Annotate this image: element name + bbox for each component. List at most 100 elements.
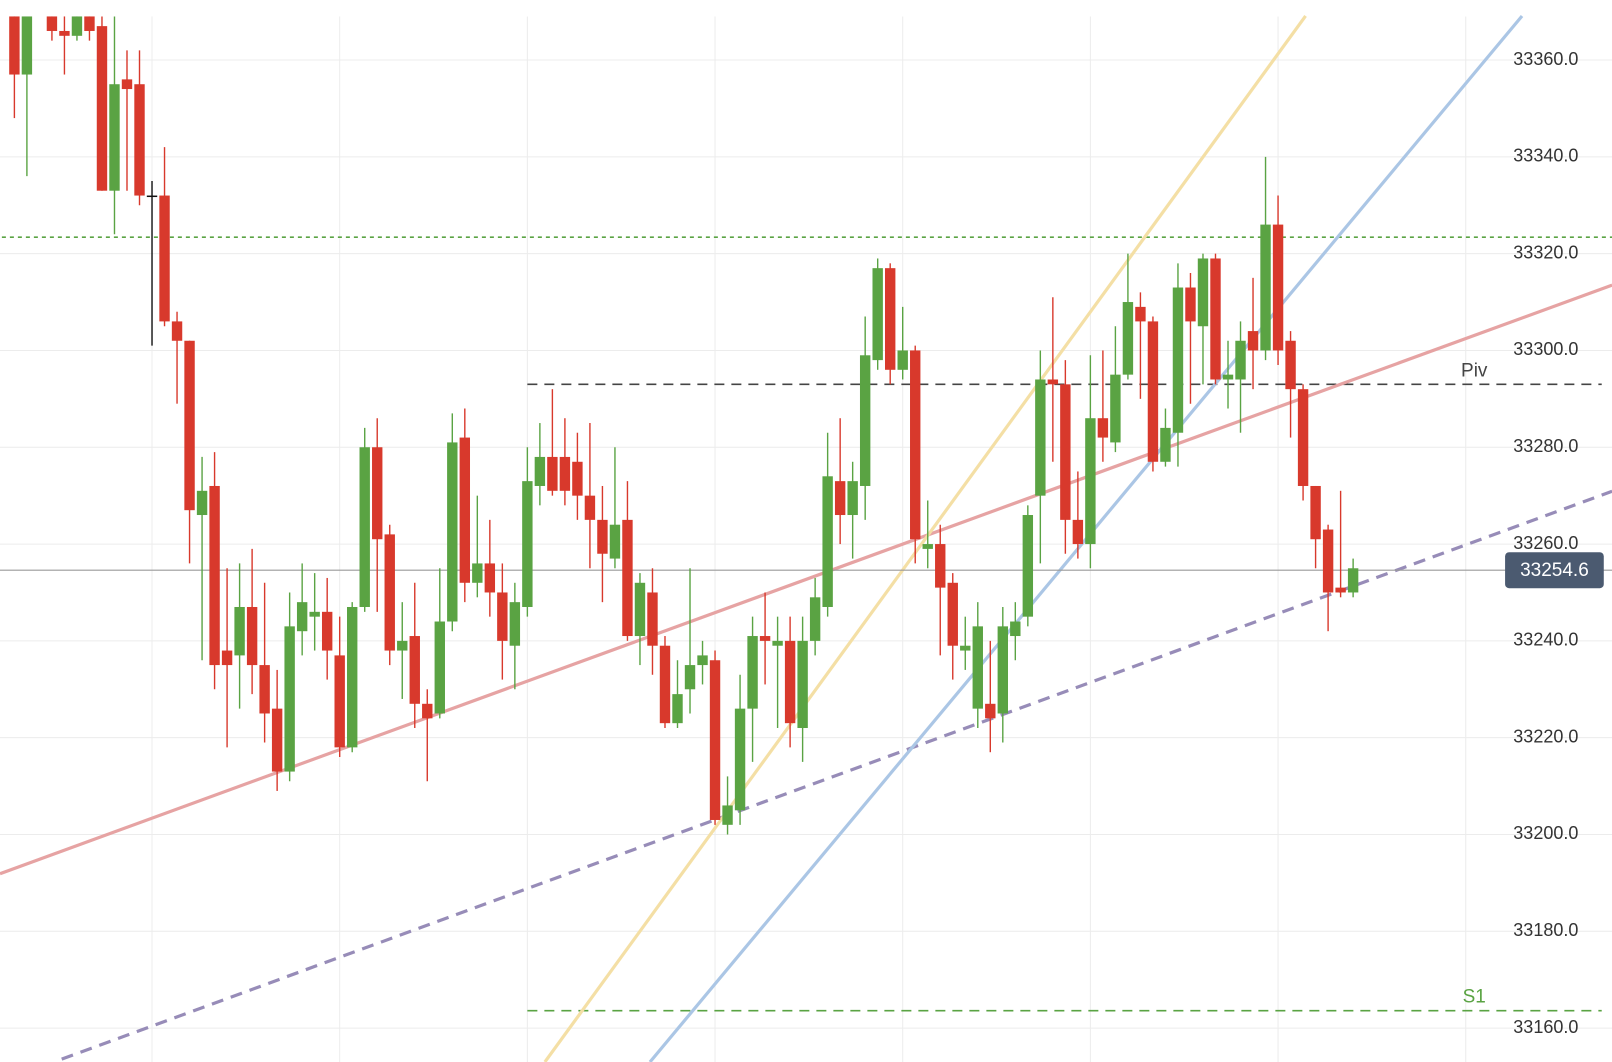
y-tick-label: 33180.0 [1513, 920, 1578, 940]
candle-body [84, 16, 95, 31]
candle-body [509, 602, 521, 646]
candle-body [609, 524, 621, 559]
candle-body [1110, 374, 1121, 443]
candle-body [634, 582, 646, 637]
candle-body [46, 16, 58, 31]
candle-body [296, 602, 308, 632]
candle-body [822, 476, 833, 607]
candle-body [1260, 224, 1271, 351]
y-tick-label: 33200.0 [1513, 823, 1578, 843]
candle-body [960, 645, 971, 651]
candle-body [246, 606, 258, 666]
candle-body [171, 321, 183, 341]
last-price-label: 33254.6 [1520, 560, 1589, 581]
candle-body [1222, 374, 1234, 380]
y-tick-label: 33260.0 [1513, 533, 1578, 553]
candle-body [497, 592, 508, 641]
candle-body [146, 195, 158, 198]
candle-body [647, 592, 658, 646]
candle-body [1197, 258, 1209, 327]
candle-body [522, 481, 533, 607]
candle-body [9, 16, 20, 75]
candle-body [972, 626, 983, 709]
candle-body [372, 447, 383, 540]
y-tick-label: 33300.0 [1513, 339, 1578, 359]
candle-body [997, 626, 1009, 714]
candle-body [1160, 427, 1171, 462]
candle-body [384, 534, 395, 651]
candle-body [809, 597, 821, 641]
candle-body [1060, 384, 1071, 520]
candle-body [334, 655, 345, 748]
candle-body [472, 563, 483, 583]
candle-body [1247, 331, 1259, 351]
candle-body [922, 544, 933, 549]
candle-body [884, 268, 896, 370]
y-tick-label: 33220.0 [1513, 726, 1578, 746]
trend-line [0, 283, 1612, 876]
level-label: S1 [1463, 987, 1486, 1008]
candle-body [947, 582, 958, 646]
candle-body [422, 703, 433, 719]
candle-body [559, 456, 571, 491]
candle-body [447, 442, 458, 622]
candle-body [772, 640, 783, 646]
candle-body [1335, 587, 1346, 593]
candle-body [409, 636, 420, 704]
candle-body [872, 268, 883, 361]
candle-body [321, 611, 333, 651]
candle-body [221, 650, 233, 666]
candle-body [572, 461, 583, 496]
candle-body [59, 30, 70, 36]
candle-body [672, 694, 683, 724]
candle-body [910, 350, 921, 540]
candle-body [935, 544, 946, 588]
candle-body [597, 519, 608, 554]
candle-body [622, 519, 633, 637]
candle-body [684, 665, 696, 690]
candle-body [1135, 306, 1146, 322]
candle-body [1272, 224, 1284, 351]
candle-body [1210, 258, 1221, 380]
candle-body [722, 805, 733, 825]
candle-body [484, 563, 496, 593]
y-tick-label: 33160.0 [1513, 1017, 1578, 1037]
candle-body [347, 606, 358, 748]
candle-body [1235, 340, 1246, 380]
candle-body [1322, 529, 1334, 593]
candle-body [284, 626, 295, 772]
candle-body [397, 640, 408, 651]
candle-body [1172, 287, 1184, 433]
candle-body [1097, 418, 1109, 438]
candle-body [184, 340, 195, 511]
candle-body [985, 703, 996, 719]
candle-body [71, 16, 83, 36]
candle-body [1010, 621, 1021, 637]
y-tick-label: 33280.0 [1513, 436, 1578, 456]
candle-body [1297, 389, 1309, 486]
last-price-box [1505, 552, 1604, 589]
candle-body [121, 79, 133, 90]
candle-body [271, 708, 283, 772]
trend-line [61, 489, 1612, 1061]
level-label: Piv [1461, 360, 1488, 381]
candle-body [459, 437, 471, 583]
candle-body [159, 195, 170, 322]
candle-body [897, 350, 908, 370]
y-tick-label: 33240.0 [1513, 630, 1578, 650]
candle-body [134, 84, 145, 196]
candle-body [259, 665, 270, 714]
candle-body [1072, 519, 1084, 545]
candle-body [784, 640, 796, 724]
candle-body [859, 355, 871, 486]
candle-body [1347, 568, 1359, 593]
y-tick-label: 33320.0 [1513, 242, 1578, 262]
candle-body [96, 26, 108, 191]
candle-body [1085, 418, 1096, 545]
candle-body [1047, 379, 1059, 385]
trend-line [543, 15, 1307, 1062]
y-tick-label: 33360.0 [1513, 49, 1578, 69]
candle-body [1147, 321, 1159, 462]
candle-body [234, 606, 245, 656]
